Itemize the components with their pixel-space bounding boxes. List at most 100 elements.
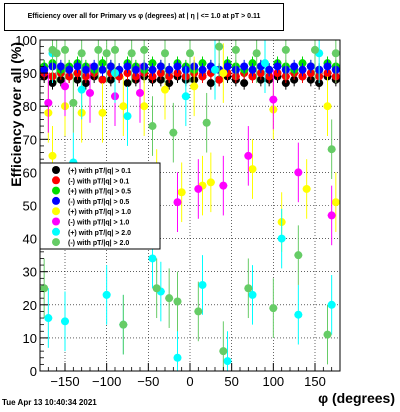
data-point — [61, 82, 69, 91]
x-tick-label: 0 — [186, 374, 193, 389]
data-point — [148, 65, 157, 74]
data-point — [223, 62, 232, 71]
data-point — [98, 108, 107, 117]
x-tick-label: −50 — [137, 374, 159, 389]
data-point — [181, 92, 190, 101]
data-point — [98, 75, 107, 84]
legend-entry: (-) with pT/|q| > 2.0 — [68, 240, 129, 247]
y-tick-label: 80 — [23, 99, 37, 114]
y-tick-label: 30 — [23, 265, 37, 280]
data-point — [161, 49, 169, 58]
data-point — [248, 290, 257, 299]
data-point — [44, 314, 53, 323]
series-7 — [40, 40, 340, 371]
y-tick-label: 60 — [23, 165, 37, 180]
data-point — [252, 49, 261, 58]
data-point — [323, 102, 332, 111]
data-point — [148, 122, 157, 131]
data-point — [131, 65, 140, 74]
data-point — [186, 49, 194, 58]
timestamp: Tue Apr 13 10:40:34 2021 — [2, 398, 97, 407]
data-point — [48, 151, 57, 160]
data-point — [269, 304, 278, 313]
x-tick-label: −100 — [92, 374, 121, 389]
data-point — [44, 98, 53, 107]
data-point — [81, 65, 90, 74]
y-axis-label: Efficiency over all (%) — [8, 42, 24, 187]
data-point — [194, 184, 203, 193]
data-point — [190, 82, 199, 91]
data-point — [77, 49, 86, 58]
data-point — [165, 65, 174, 74]
data-point — [136, 88, 144, 97]
y-tick-label: 70 — [23, 132, 37, 147]
legend-entry: (+) with pT/|q| > 0.1 — [68, 168, 131, 175]
data-point — [98, 65, 107, 74]
data-point — [294, 251, 303, 260]
data-point — [261, 59, 269, 68]
data-point — [77, 85, 86, 94]
data-point — [223, 357, 232, 366]
data-point — [119, 102, 128, 111]
data-point — [173, 62, 182, 71]
data-point — [215, 42, 224, 51]
data-point — [248, 165, 257, 174]
data-point — [40, 65, 49, 74]
data-point — [215, 75, 224, 84]
y-tick-label: 50 — [23, 199, 37, 214]
data-point — [56, 62, 65, 71]
data-point — [156, 62, 165, 71]
data-point — [165, 294, 174, 303]
data-point — [294, 310, 303, 319]
legend-entry: (+) with pT/|q| > 1.0 — [68, 209, 131, 216]
data-point — [65, 65, 74, 74]
data-point — [281, 45, 290, 54]
x-tick-label: 50 — [224, 374, 238, 389]
data-point — [52, 49, 61, 58]
data-point — [327, 211, 336, 220]
legend-entry: (+) with pT/|q| > 0.5 — [68, 189, 131, 196]
series-4 — [44, 43, 340, 252]
data-point — [331, 49, 340, 58]
data-point — [123, 62, 132, 71]
data-point — [61, 45, 69, 54]
data-point — [86, 88, 94, 97]
data-point — [73, 62, 82, 71]
data-point — [265, 65, 274, 74]
data-point — [173, 297, 182, 306]
data-point — [331, 198, 340, 207]
y-tick-label: 0 — [30, 364, 37, 379]
y-tick-label: 40 — [23, 232, 37, 247]
y-tick-label: 20 — [23, 298, 37, 313]
data-point — [202, 118, 211, 127]
data-point — [248, 65, 257, 74]
data-point — [61, 317, 69, 326]
x-tick-label: 150 — [304, 374, 326, 389]
data-point — [327, 300, 336, 309]
data-series — [40, 40, 340, 371]
data-point — [152, 284, 161, 293]
data-point — [198, 65, 207, 74]
data-point — [323, 62, 332, 71]
legend-marker — [52, 166, 60, 174]
data-point — [244, 151, 253, 160]
data-point — [106, 62, 115, 71]
x-tick-label: −150 — [50, 374, 79, 389]
legend-entry: (-) with pT/|q| > 1.0 — [68, 220, 129, 227]
data-point — [123, 79, 132, 88]
legend-marker — [52, 207, 60, 216]
data-point — [161, 85, 169, 94]
data-point — [102, 49, 111, 58]
series-5 — [44, 56, 336, 246]
data-point — [198, 280, 207, 289]
data-point — [90, 62, 99, 71]
legend-entry: (+) with pT/|q| > 2.0 — [68, 230, 131, 237]
data-point — [327, 145, 336, 154]
data-point — [173, 353, 182, 362]
legend-marker — [52, 186, 60, 195]
y-tick-label: 100 — [15, 33, 37, 48]
data-point — [177, 188, 186, 197]
axes: −150 −100 −50 0 50 100 150 0 10 20 30 40 50 60 70 80 90 1… — [15, 33, 333, 389]
data-point — [277, 234, 286, 243]
data-point — [269, 95, 278, 104]
